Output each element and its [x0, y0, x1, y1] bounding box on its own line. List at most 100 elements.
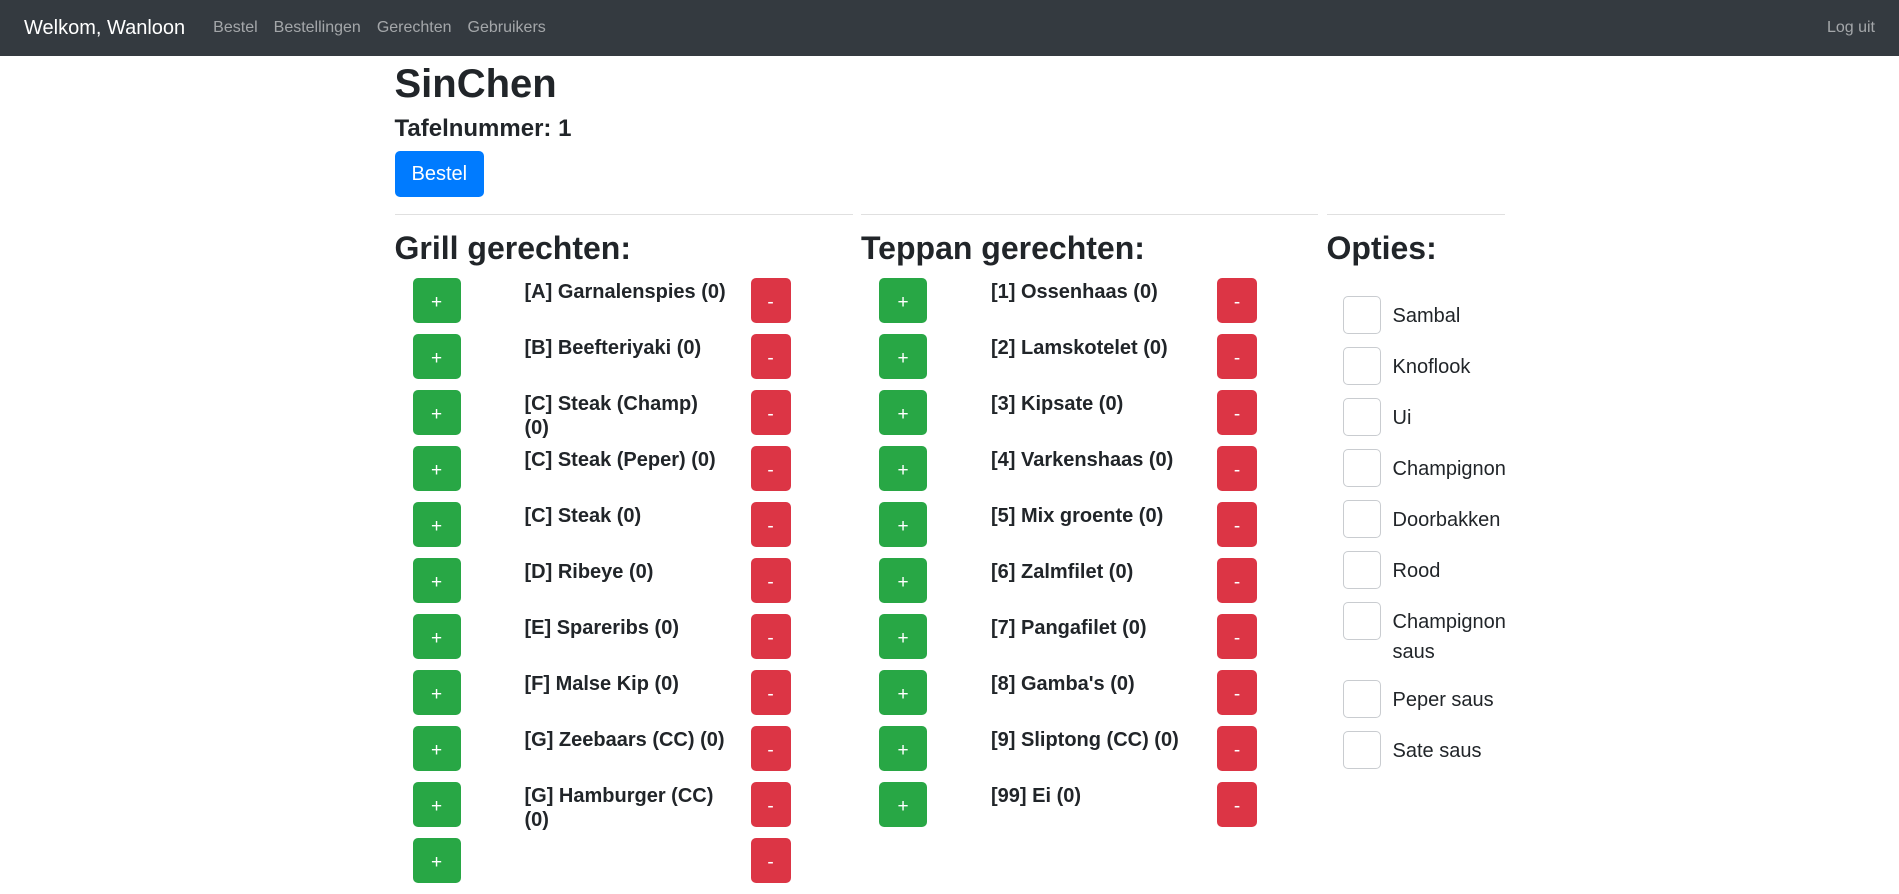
increment-button[interactable]: + [879, 278, 927, 323]
menu-columns: Grill gerechten: + [A] Garnalenspies (0)… [394, 214, 1506, 894]
dish-row: + [8] Gamba's (0) - [861, 670, 1318, 726]
increment-button[interactable]: + [879, 782, 927, 827]
decrement-button[interactable]: - [1217, 614, 1257, 659]
option-checkbox[interactable] [1342, 551, 1381, 589]
nav-link[interactable]: Bestel [213, 19, 258, 36]
nav-link[interactable]: Gebruikers [467, 19, 546, 36]
nav-link[interactable]: Gerechten [376, 19, 452, 36]
option-checkbox[interactable] [1342, 347, 1381, 385]
dish-label: [D] Ribeye (0) [524, 561, 654, 583]
option-row[interactable]: Knoflook [1327, 347, 1505, 385]
increment-button[interactable]: + [412, 334, 461, 379]
dish-label: [1] Ossenhaas (0) [991, 281, 1158, 303]
dish-row: + [B] Beefteriyaki (0) - [395, 334, 854, 390]
nav-link[interactable]: Bestellingen [273, 19, 361, 36]
options-heading: Opties: [1326, 230, 1437, 266]
decrement-button[interactable]: - [750, 446, 791, 491]
teppan-section: Teppan gerechten: + [1] Ossenhaas (0) - … [861, 214, 1318, 894]
option-row[interactable]: Rood [1327, 551, 1505, 589]
option-label: Doorbakken [1392, 509, 1501, 531]
order-button[interactable]: Bestel [394, 151, 485, 197]
increment-button[interactable]: + [412, 838, 461, 883]
increment-button[interactable]: + [412, 278, 461, 323]
increment-button[interactable]: + [412, 502, 461, 547]
dish-row: + [4] Varkenshaas (0) - [861, 446, 1318, 502]
decrement-button[interactable]: - [1217, 334, 1257, 379]
option-checkbox[interactable] [1342, 680, 1381, 718]
decrement-button[interactable]: - [1217, 278, 1257, 323]
increment-button[interactable]: + [879, 614, 927, 659]
decrement-button[interactable]: - [1217, 726, 1257, 771]
increment-button[interactable]: + [412, 670, 461, 715]
decrement-button[interactable]: - [750, 334, 791, 379]
decrement-button[interactable]: - [750, 726, 791, 771]
dish-row: + [1] Ossenhaas (0) - [861, 278, 1318, 334]
option-row[interactable]: Doorbakken [1327, 500, 1505, 538]
increment-button[interactable]: + [879, 502, 927, 547]
dish-row: + [G] Hamburger (CC) (0) - [395, 782, 854, 838]
navbar: Welkom, Wanloon Bestel Bestellingen Gere… [0, 0, 1899, 56]
dish-row: + [E] Spareribs (0) - [395, 614, 854, 670]
decrement-button[interactable]: - [1217, 670, 1257, 715]
dish-row: + [C] Steak (0) - [395, 502, 854, 558]
decrement-button[interactable]: - [1217, 446, 1257, 491]
increment-button[interactable]: + [879, 670, 927, 715]
dish-row: + - [395, 838, 854, 894]
decrement-button[interactable]: - [1217, 558, 1257, 603]
option-checkbox[interactable] [1342, 500, 1381, 538]
divider [1326, 214, 1505, 215]
increment-button[interactable]: + [879, 446, 927, 491]
option-row[interactable]: Champignon [1327, 449, 1506, 487]
nav-links: Bestel Bestellingen Gerechten Gebruikers [205, 19, 554, 37]
increment-button[interactable]: + [412, 390, 461, 435]
option-label: Knoflook [1392, 356, 1471, 378]
decrement-button[interactable]: - [750, 782, 791, 827]
option-row[interactable]: Ui [1327, 398, 1505, 436]
dish-label: [E] Spareribs (0) [524, 617, 679, 639]
option-checkbox[interactable] [1342, 731, 1381, 769]
dish-label: [5] Mix groente (0) [991, 505, 1164, 527]
decrement-button[interactable]: - [1217, 782, 1257, 827]
increment-button[interactable]: + [412, 446, 461, 491]
option-label: Ui [1392, 407, 1412, 429]
decrement-button[interactable]: - [750, 558, 791, 603]
decrement-button[interactable]: - [1217, 502, 1257, 547]
option-row[interactable]: Champignon saus [1327, 602, 1506, 667]
option-checkbox[interactable] [1342, 602, 1381, 640]
increment-button[interactable]: + [879, 390, 927, 435]
increment-button[interactable]: + [879, 334, 927, 379]
decrement-button[interactable]: - [1217, 390, 1257, 435]
navbar-brand[interactable]: Welkom, Wanloon [24, 17, 186, 39]
decrement-button[interactable]: - [750, 614, 791, 659]
dish-row: + [G] Zeebaars (CC) (0) - [395, 726, 854, 782]
dish-row: + [C] Steak (Peper) (0) - [395, 446, 854, 502]
dish-row: + [7] Pangafilet (0) - [861, 614, 1318, 670]
option-checkbox[interactable] [1342, 296, 1381, 334]
decrement-button[interactable]: - [750, 502, 791, 547]
options-list: Sambal Knoflook Ui Champignon [1327, 278, 1506, 769]
option-label: Rood [1392, 560, 1441, 582]
decrement-button[interactable]: - [750, 278, 791, 323]
decrement-button[interactable]: - [750, 670, 791, 715]
option-label: Champignon [1392, 458, 1506, 480]
increment-button[interactable]: + [412, 614, 461, 659]
dish-row: + [5] Mix groente (0) - [861, 502, 1318, 558]
increment-button[interactable]: + [412, 782, 461, 827]
increment-button[interactable]: + [412, 726, 461, 771]
option-label: Champignon saus [1392, 611, 1506, 663]
option-row[interactable]: Peper saus [1327, 680, 1505, 718]
dish-label: [99] Ei (0) [991, 785, 1082, 807]
increment-button[interactable]: + [412, 558, 461, 603]
decrement-button[interactable]: - [750, 390, 791, 435]
decrement-button[interactable]: - [750, 838, 791, 883]
option-checkbox[interactable] [1342, 449, 1381, 487]
dish-label: [4] Varkenshaas (0) [991, 449, 1174, 471]
dish-row: + [9] Sliptong (CC) (0) - [861, 726, 1318, 782]
option-row[interactable]: Sambal [1327, 296, 1505, 334]
increment-button[interactable]: + [879, 726, 927, 771]
increment-button[interactable]: + [879, 558, 927, 603]
teppan-dish-list: + [1] Ossenhaas (0) - + [2] Lamskotelet … [861, 278, 1318, 838]
option-checkbox[interactable] [1342, 398, 1381, 436]
logout-link[interactable]: Log uit [1826, 19, 1875, 36]
option-row[interactable]: Sate saus [1327, 731, 1505, 769]
